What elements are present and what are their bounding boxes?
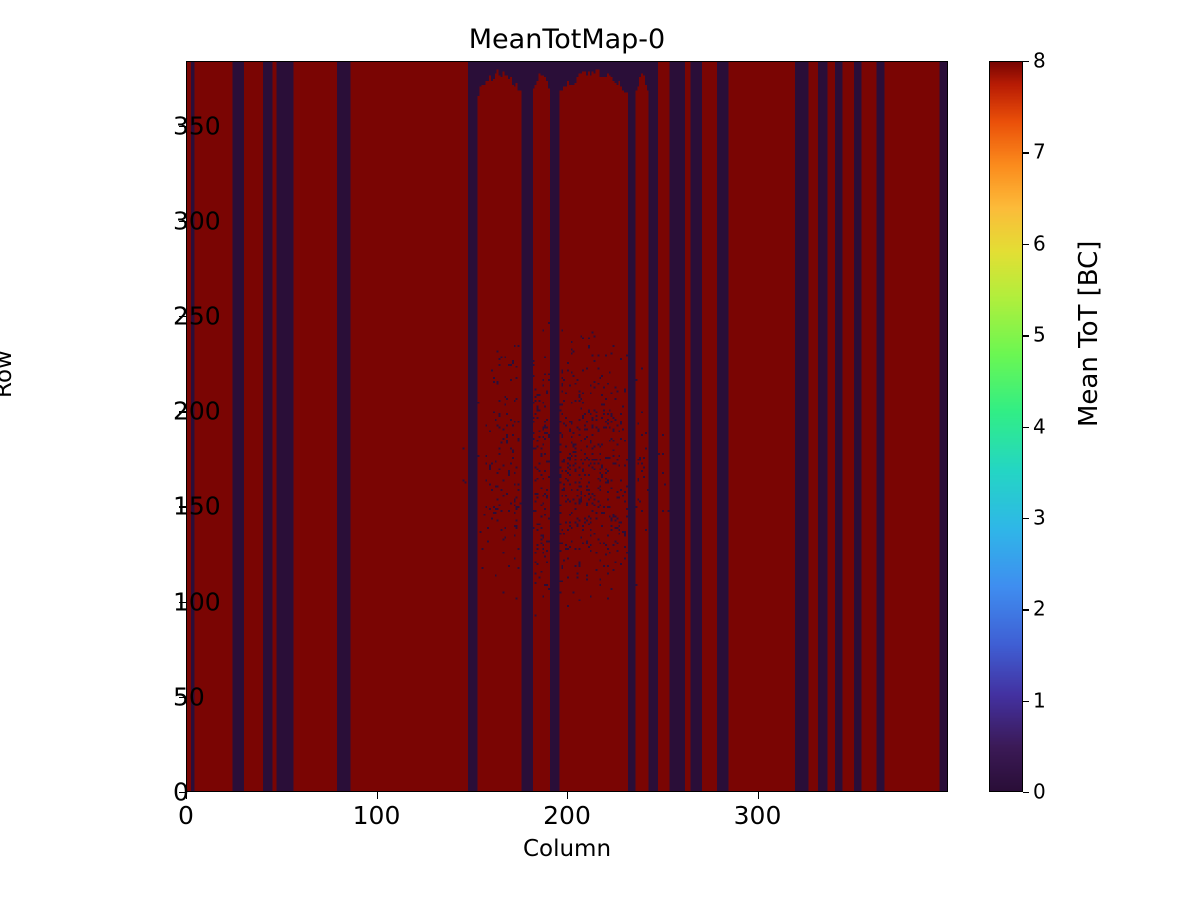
x-tick-label: 300 [733, 801, 782, 830]
y-tick-label: 300 [173, 206, 221, 236]
colorbar-tick [1023, 426, 1029, 428]
y-axis-label: Row [0, 350, 17, 398]
colorbar-tick [1023, 609, 1029, 611]
colorbar-tick-label: 7 [1033, 139, 1046, 164]
colorbar-tick-label: 1 [1033, 688, 1046, 713]
y-tick [179, 696, 186, 699]
colorbar-tick [1023, 61, 1029, 63]
colorbar-tick-label: 8 [1033, 48, 1046, 73]
x-axis-label: Column [522, 836, 612, 862]
colorbar-tick-label: 3 [1033, 505, 1046, 530]
page-title: MeanTotMap-0 [468, 24, 666, 55]
colorbar-tick-label: 6 [1033, 231, 1046, 256]
colorbar-tick [1023, 243, 1029, 246]
x-tick [757, 792, 759, 799]
y-tick-label: 150 [173, 491, 221, 521]
y-tick-label: 0 [173, 777, 189, 807]
colorbar-tick [1023, 700, 1029, 703]
y-tick [179, 411, 186, 413]
colorbar-tick [1023, 517, 1029, 520]
colorbar-tick-label: 0 [1033, 779, 1046, 804]
y-tick [179, 220, 186, 223]
x-tick-label: 100 [352, 801, 401, 830]
x-tick-label: 0 [178, 801, 194, 830]
heatmap-image [187, 62, 947, 791]
colorbar-tick [1023, 335, 1029, 337]
y-tick-label: 100 [173, 587, 221, 617]
colorbar-tick [1023, 792, 1029, 794]
y-tick-label: 200 [173, 396, 221, 426]
colorbar-label: Mean ToT [BC] [1074, 240, 1104, 427]
colorbar-tick-label: 4 [1033, 414, 1046, 438]
colorbar-gradient [990, 62, 1022, 791]
x-tick-label: 200 [543, 801, 591, 830]
y-tick-label: 250 [173, 301, 221, 331]
colorbar-tick-label: 2 [1033, 596, 1046, 621]
heatmap-axes [186, 61, 948, 792]
x-tick [376, 792, 378, 799]
colorbar [989, 61, 1023, 792]
y-tick [179, 316, 186, 318]
x-tick [567, 792, 569, 799]
y-tick [179, 506, 186, 508]
y-tick-label: 50 [173, 682, 205, 712]
y-tick [179, 792, 186, 794]
colorbar-tick [1023, 152, 1029, 154]
y-tick-label: 350 [173, 111, 221, 141]
y-tick [179, 125, 186, 128]
colorbar-tick-label: 5 [1033, 322, 1046, 347]
x-tick [186, 792, 188, 799]
y-tick [179, 601, 186, 604]
